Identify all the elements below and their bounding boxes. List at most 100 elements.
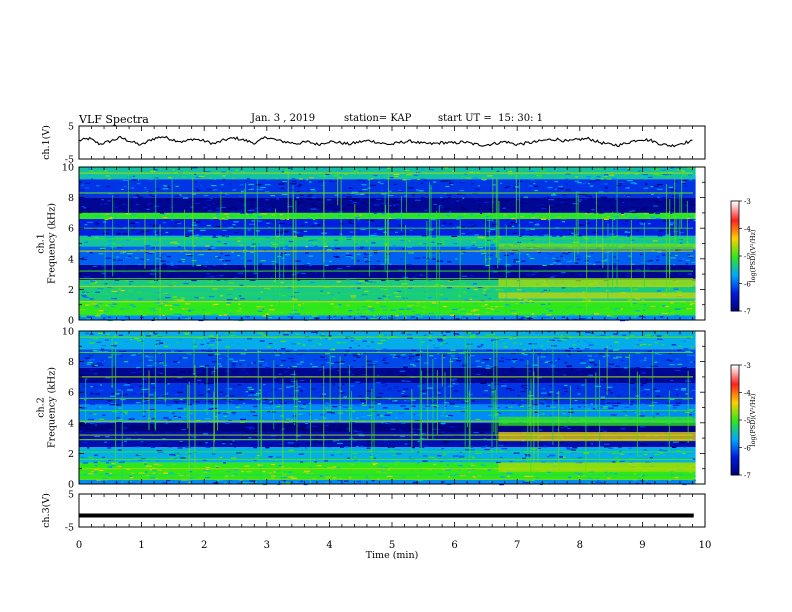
spectral-pixel [177, 391, 184, 393]
spectral-pixel [427, 297, 432, 299]
spectral-pixel [314, 440, 318, 442]
spectral-pixel [385, 482, 391, 484]
spectral-pixel [376, 225, 379, 227]
spectral-pixel [577, 393, 581, 395]
spectral-pixel [89, 413, 94, 415]
spectral-pixel [672, 226, 675, 228]
spectral-pixel [441, 203, 446, 205]
spectral-pixel [328, 448, 333, 451]
spectral-pixel [286, 248, 291, 250]
spectral-pixel [297, 425, 300, 427]
spectral-pixel [418, 214, 421, 216]
spectral-pixel [109, 429, 113, 431]
spectral-pixel [650, 379, 653, 382]
spectral-pixel [401, 283, 408, 285]
spectral-pixel [396, 453, 402, 455]
spectral-pixel [281, 193, 288, 196]
spectral-pixel [165, 231, 169, 234]
spectral-pixel [323, 347, 329, 349]
spectral-pixel [293, 398, 299, 400]
spectral-pixel [156, 450, 163, 452]
spectral-pixel [266, 208, 272, 211]
spectral-pixel [118, 202, 121, 204]
spectral-pixel [516, 199, 520, 201]
spectral-pixel [556, 392, 560, 394]
spectral-pixel [445, 180, 451, 182]
spectral-pixel [419, 274, 426, 276]
spectral-pixel [673, 180, 678, 182]
spectral-pixel [604, 187, 608, 189]
spectral-pixel [118, 461, 125, 464]
spectral-pixel [403, 366, 408, 368]
spectral-pixel [673, 410, 677, 412]
spectral-pixel [503, 170, 510, 172]
spectral-pixel [326, 249, 332, 251]
spectral-pixel [501, 357, 505, 359]
spectral-pixel [218, 361, 221, 363]
spectral-pixel [449, 217, 454, 219]
spectral-pixel [199, 255, 204, 257]
spectral-pixel [384, 332, 390, 334]
spectral-pixel [565, 334, 569, 336]
spectral-pixel [464, 400, 469, 402]
spectral-pixel [216, 207, 222, 209]
spectral-pixel [332, 209, 339, 211]
spectral-pixel [80, 193, 86, 195]
spectral-pixel [530, 377, 534, 379]
spectral-pixel [569, 314, 575, 316]
spectral-pixel [382, 168, 387, 170]
spectral-pixel [398, 269, 403, 271]
spectral-pixel [303, 471, 308, 473]
spectral-pixel [403, 375, 409, 377]
spectral-pixel [292, 196, 298, 198]
spectral-pixel [689, 361, 694, 363]
spectral-pixel [393, 386, 399, 388]
spectral-pixel [410, 431, 416, 433]
spectral-pixel [324, 350, 328, 352]
spectral-pixel [404, 171, 407, 173]
spectral-pixel [439, 241, 445, 243]
spectral-pixel [240, 353, 246, 355]
spectral-pixel [642, 299, 645, 301]
spectral-pixel [684, 174, 691, 176]
spectral-pixel [469, 228, 473, 230]
spectral-pixel [633, 411, 637, 414]
spectral-pixel [472, 291, 477, 293]
spectral-pixel [325, 173, 330, 175]
spectral-pixel [655, 276, 659, 278]
spectral-pixel [532, 271, 539, 273]
spectral-pixel [94, 454, 98, 456]
spectral-pixel [301, 308, 304, 310]
spectral-pixel [659, 275, 665, 277]
spectral-pixel [318, 221, 324, 223]
spectral-pixel [645, 391, 651, 393]
spectral-pixel [242, 402, 246, 404]
spectral-pixel [379, 355, 386, 357]
spectral-pixel [189, 466, 193, 468]
spectral-pixel [602, 183, 608, 185]
spectral-pixel [155, 226, 159, 228]
spectral-pixel [499, 300, 503, 302]
spectral-pixel [503, 346, 508, 348]
spectral-pixel [689, 471, 692, 473]
spectral-pixel [388, 466, 393, 468]
spectral-pixel [606, 402, 611, 404]
spectral-pixel [637, 478, 641, 480]
spectral-pixel [489, 358, 492, 360]
spectral-pixel [664, 306, 669, 308]
spectral-pixel [687, 364, 690, 366]
spectrogram-2 [79, 331, 705, 486]
spectral-pixel [324, 460, 328, 462]
spectral-pixel [245, 316, 250, 318]
spectral-pixel [175, 372, 178, 374]
spectral-pixel [387, 381, 391, 383]
spectral-pixel [176, 455, 181, 457]
spectral-pixel [659, 449, 663, 451]
spectral-pixel [514, 260, 520, 263]
spectral-pixel [122, 350, 126, 353]
spectral-pixel [235, 406, 241, 408]
spectral-pixel [442, 355, 446, 357]
spectral-pixel [266, 449, 270, 451]
spectral-pixel [478, 461, 484, 463]
spectral-pixel [584, 477, 588, 479]
